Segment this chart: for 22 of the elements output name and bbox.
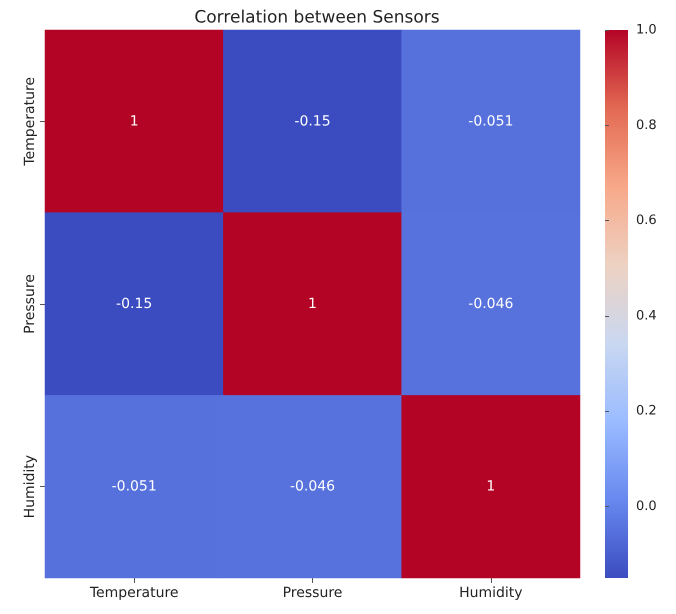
color-bar-label: 0.0	[636, 499, 657, 514]
data-label: -0.046	[468, 296, 514, 312]
color-bar-label: 1.0	[636, 22, 657, 38]
y-tick-label: Temperature	[22, 76, 38, 167]
x-tick-label: Pressure	[282, 585, 342, 601]
color-bar-label: 0.6	[636, 213, 657, 228]
x-tick-label: Temperature	[88, 585, 179, 601]
color-bar-label: 0.2	[636, 404, 657, 419]
data-label: 1	[130, 113, 139, 130]
chart-title: Correlation between Sensors	[194, 8, 440, 28]
data-label: 1	[486, 478, 496, 495]
data-label: -0.15	[116, 296, 152, 312]
data-label: -0.15	[294, 113, 331, 130]
y-tick-label: Pressure	[22, 274, 38, 334]
data-label: -0.051	[112, 478, 157, 495]
data-label: -0.046	[290, 478, 336, 495]
x-tick-label: Humidity	[459, 585, 523, 601]
color-bar-label: 0.8	[636, 118, 657, 133]
y-tick-label: Humidity	[22, 454, 38, 518]
color-bar-label: 0.4	[636, 308, 657, 324]
data-label: 1	[308, 296, 317, 312]
data-label: -0.051	[468, 113, 514, 130]
